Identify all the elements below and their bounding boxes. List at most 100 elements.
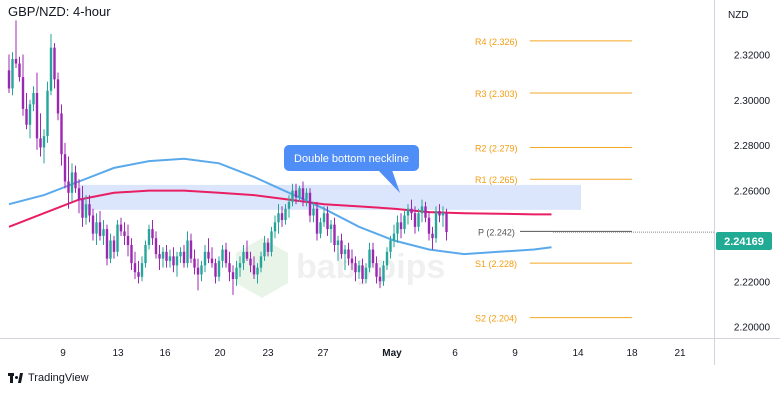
candle-body-12: [49, 47, 53, 91]
candle-body-61: [221, 249, 224, 261]
y-tick-5: 2.20000: [734, 323, 771, 334]
candle-body-30: [112, 240, 116, 252]
candle-30: [112, 235, 116, 259]
candle-67: [242, 244, 245, 270]
candle-38: [140, 256, 144, 282]
candle-66: [238, 256, 242, 277]
candle-body-60: [217, 260, 221, 277]
last-price-badge-bg: [716, 232, 772, 250]
candle-body-84: [301, 188, 305, 200]
candle-body-63: [228, 263, 231, 273]
candle-body-13: [53, 47, 56, 80]
candle-12: [49, 34, 53, 96]
candle-body-55: [200, 265, 203, 275]
candle-50: [182, 244, 186, 268]
candle-body-1: [11, 58, 14, 89]
candle-body-94: [336, 240, 340, 245]
candle-body-59: [214, 263, 217, 277]
candle-120: [427, 210, 431, 241]
candle-body-124: [441, 213, 445, 216]
candle-body-65: [235, 267, 238, 280]
candle-98: [350, 249, 354, 270]
candle-90: [322, 206, 326, 227]
candle-body-41: [151, 229, 154, 239]
candle-93: [333, 217, 336, 252]
candle-114: [406, 204, 410, 225]
candle-body-90: [322, 213, 326, 223]
candle-body-93: [333, 224, 336, 245]
candle-124: [441, 206, 445, 227]
candle-96: [343, 244, 347, 270]
candle-106: [378, 267, 382, 289]
candle-97: [347, 242, 350, 266]
candle-68: [245, 240, 249, 261]
candle-body-106: [378, 276, 382, 282]
candle-87: [312, 201, 315, 223]
pivot-label-2: R2 (2.279): [475, 143, 518, 153]
candle-15: [60, 104, 63, 166]
candle-body-116: [413, 213, 417, 227]
candle-31: [116, 220, 119, 257]
candle-body-38: [140, 263, 144, 277]
candle-body-96: [343, 249, 347, 255]
candle-49: [179, 247, 182, 264]
candle-115: [410, 199, 413, 221]
candle-body-36: [133, 263, 137, 273]
candle-body-53: [193, 258, 196, 268]
y-tick-0: 2.32000: [734, 50, 771, 61]
candle-body-121: [431, 233, 434, 239]
candle-1: [11, 52, 14, 96]
candle-body-115: [410, 208, 413, 214]
candle-body-72: [259, 256, 263, 268]
candle-body-29: [109, 240, 112, 259]
candle-body-80: [287, 201, 291, 209]
candle-77: [277, 204, 280, 234]
candle-body-108: [385, 251, 389, 266]
candle-85: [305, 188, 308, 207]
candle-body-92: [329, 224, 333, 230]
candle-33: [123, 222, 126, 245]
candle-body-77: [277, 213, 280, 223]
candle-body-22: [84, 204, 88, 218]
candle-80: [287, 195, 291, 218]
candle-body-21: [81, 199, 84, 218]
candle-body-17: [67, 181, 70, 193]
candle-18: [70, 163, 74, 202]
candle-body-27: [102, 229, 105, 236]
y-tick-4: 2.22000: [734, 277, 771, 288]
candle-body-14: [56, 79, 60, 114]
candle-117: [417, 208, 420, 232]
candle-81: [291, 183, 294, 207]
candle-body-47: [172, 256, 175, 266]
candle-body-64: [231, 272, 235, 280]
candle-body-7: [32, 93, 35, 105]
candle-body-34: [126, 235, 130, 245]
x-tick-1: 13: [112, 348, 124, 359]
candle-7: [32, 86, 35, 112]
candle-69: [249, 251, 252, 273]
x-tick-3: 20: [214, 348, 226, 359]
candle-111: [396, 215, 399, 243]
candle-body-5: [25, 108, 28, 125]
candle-body-62: [224, 249, 228, 264]
candle-body-118: [420, 206, 424, 214]
candle-body-89: [319, 222, 322, 234]
candle-72: [259, 251, 263, 273]
candle-83: [298, 186, 301, 202]
candle-body-23: [88, 204, 91, 216]
candle-body-103: [368, 249, 371, 268]
candle-112: [399, 213, 403, 239]
candle-92: [329, 220, 333, 243]
tradingview-brand[interactable]: TradingView: [8, 372, 89, 384]
candle-body-114: [406, 208, 410, 216]
candle-89: [319, 217, 322, 239]
candle-47: [172, 247, 175, 273]
candle-body-117: [417, 213, 420, 227]
candle-body-42: [154, 238, 158, 255]
candle-11: [46, 81, 49, 143]
babypips-watermark: babypips: [236, 238, 445, 298]
pivot-label-3: R1 (2.265): [475, 175, 518, 185]
candle-109: [389, 235, 392, 259]
candle-body-122: [434, 210, 438, 239]
